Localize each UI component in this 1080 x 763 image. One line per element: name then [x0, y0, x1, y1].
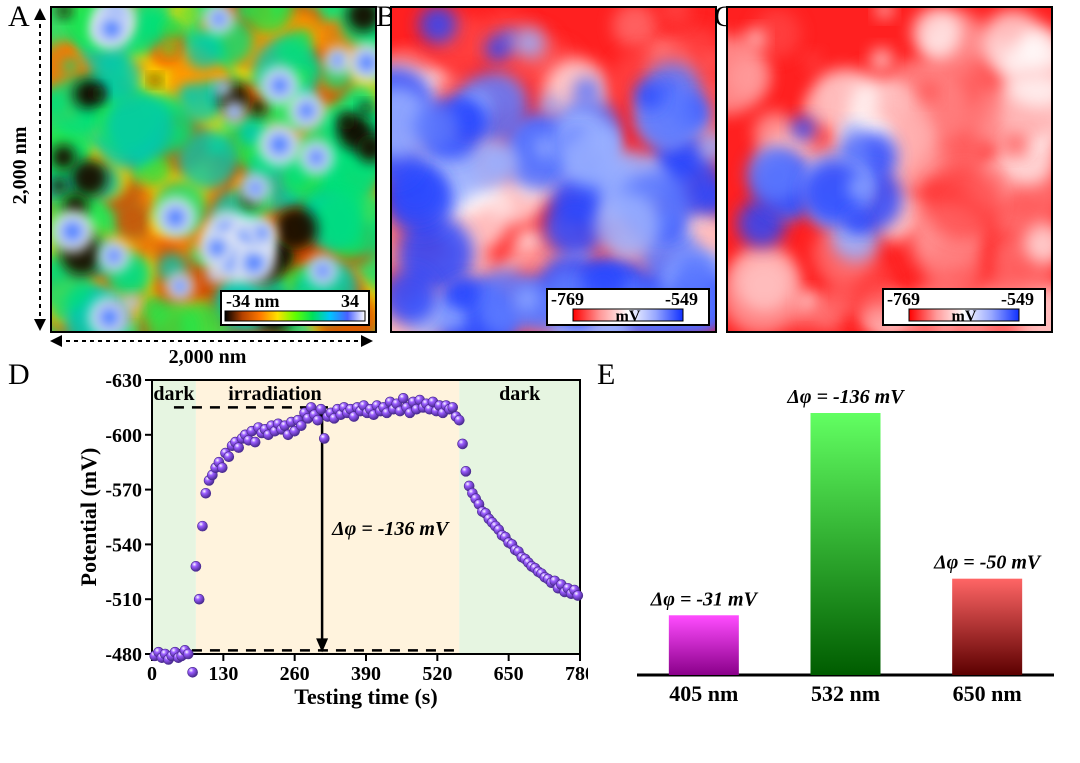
svg-text:-34 nm: -34 nm [226, 291, 280, 311]
svg-text:-600: -600 [105, 425, 142, 447]
panel-d-delta-label: Δφ = -136 mV [331, 518, 450, 540]
svg-text:780: 780 [565, 663, 588, 685]
panel-e-category: 532 nm [811, 681, 880, 706]
svg-text:-769: -769 [887, 289, 920, 309]
svg-text:520: 520 [422, 663, 452, 685]
svg-text:-510: -510 [105, 589, 142, 611]
panel-e-category: 650 nm [953, 681, 1022, 706]
svg-text:mV: mV [952, 308, 977, 325]
panel-label-D: D [8, 358, 30, 392]
panel-a-topography: -34 nm 34 [50, 6, 377, 333]
svg-text:-769: -769 [551, 289, 584, 309]
panel-e-bar-label: Δφ = -50 mV [933, 552, 1042, 574]
svg-text:130: 130 [208, 663, 238, 685]
panel-d-y-label: Potential (mV) [78, 448, 101, 587]
panel-d-x-label: Testing time (s) [294, 684, 437, 709]
svg-text:mV: mV [616, 308, 641, 325]
svg-text:-480: -480 [105, 644, 142, 666]
panel-e-bar-label: Δφ = -136 mV [786, 386, 905, 408]
panel-b-potential-map: -769 -549 mV [390, 6, 717, 333]
svg-text:0: 0 [147, 663, 157, 685]
panel-label-E: E [597, 358, 615, 392]
panel-e-bar-chart: 405 nm Δφ = -31 mV 532 nm Δφ = -136 mV 650 n… [633, 383, 1058, 721]
svg-text:irradiation: irradiation [228, 383, 321, 405]
svg-text:dark: dark [153, 383, 195, 405]
panel-e-bar-label: Δφ = -31 mV [650, 588, 759, 610]
svg-text:-540: -540 [105, 534, 142, 556]
svg-text:390: 390 [351, 663, 381, 685]
panel-e-category: 405 nm [669, 681, 738, 706]
svg-text:-549: -549 [665, 289, 698, 309]
panel-c-potential-map: -769 -549 mV [726, 6, 1053, 333]
panel-a-x-axis: 2,000 nm [46, 331, 425, 371]
panel-a-y-scale: 2,000 nm [10, 126, 31, 204]
svg-text:650: 650 [494, 663, 524, 685]
panel-a-y-axis: 2,000 nm [10, 4, 50, 335]
svg-text:dark: dark [499, 383, 541, 405]
panel-d-time-series: dark irradiation dark 0 130 260 390 520 650 780 -4… [78, 370, 588, 710]
panel-a-x-scale: 2,000 nm [169, 346, 247, 368]
svg-text:260: 260 [280, 663, 310, 685]
svg-text:-630: -630 [105, 370, 142, 392]
svg-text:-549: -549 [1001, 289, 1034, 309]
svg-text:-570: -570 [105, 480, 142, 502]
svg-text:34: 34 [341, 291, 359, 311]
